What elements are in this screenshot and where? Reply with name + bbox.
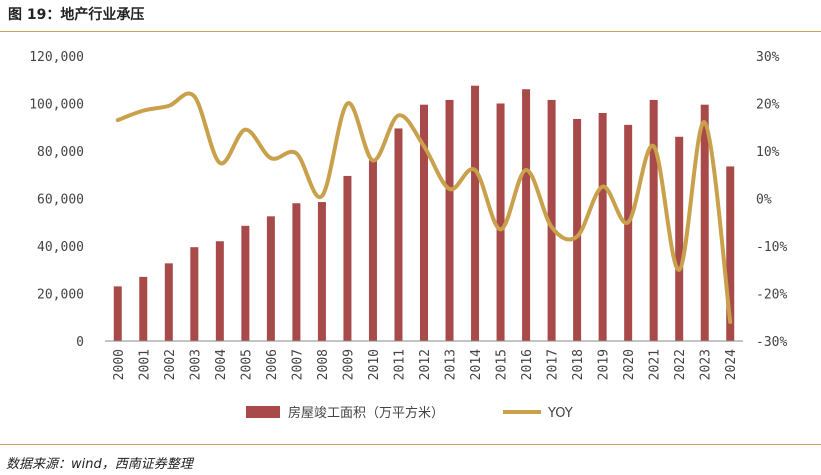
x-tick-label: 2024 <box>724 349 739 380</box>
bar <box>445 99 454 341</box>
right-tick-label: 30% <box>756 50 780 65</box>
x-tick-label: 2022 <box>673 349 688 380</box>
right-axis-ticks: -30% -20% -10% 0% 10% 20% 30% <box>756 50 787 350</box>
bars <box>113 85 735 341</box>
bar <box>726 166 735 341</box>
x-tick-label: 2002 <box>163 349 178 380</box>
bar <box>522 89 531 341</box>
x-tick-label: 2001 <box>137 349 152 380</box>
left-axis-ticks: 0 20,000 40,000 60,000 80,000 100,000 120,000 <box>29 50 84 350</box>
x-tick-label: 2014 <box>469 349 484 380</box>
bar <box>241 225 250 341</box>
right-tick-label: 10% <box>756 145 780 160</box>
x-tick-label: 2005 <box>239 349 254 380</box>
bar <box>700 104 709 341</box>
bar <box>368 160 377 341</box>
x-tick-label: 2009 <box>341 349 356 380</box>
right-tick-label: -10% <box>756 240 787 255</box>
x-tick-label: 2008 <box>316 349 331 380</box>
x-tick-label: 2017 <box>546 349 561 380</box>
bar <box>292 203 301 341</box>
x-tick-label: 2019 <box>597 349 612 380</box>
x-tick-label: 2015 <box>495 349 510 380</box>
x-axis-ticks: 2000 2001 2002 2003 2004 2005 2006 2007 2008 2009… <box>112 349 739 380</box>
left-tick-label: 60,000 <box>37 193 84 208</box>
x-tick-label: 2003 <box>188 349 203 380</box>
legend-bar-swatch <box>246 406 280 418</box>
x-tick-label: 2004 <box>214 349 229 380</box>
left-tick-label: 20,000 <box>37 288 84 303</box>
bar <box>496 103 505 341</box>
left-tick-label: 100,000 <box>29 98 84 113</box>
bar <box>598 113 607 341</box>
x-tick-label: 2013 <box>444 349 459 380</box>
bar <box>113 286 122 341</box>
right-tick-label: -20% <box>756 288 787 303</box>
yoy-line <box>115 91 733 324</box>
x-tick-label: 2020 <box>622 349 637 380</box>
bar <box>394 128 403 341</box>
bar <box>317 202 326 341</box>
bar <box>266 216 275 341</box>
bar <box>190 247 199 341</box>
bar <box>573 118 582 341</box>
bar <box>624 124 633 341</box>
x-tick-label: 2010 <box>367 349 382 380</box>
bar <box>139 276 148 341</box>
bar <box>164 263 173 341</box>
left-tick-label: 80,000 <box>37 145 84 160</box>
x-tick-label: 2012 <box>418 349 433 380</box>
bar <box>471 85 480 341</box>
bar <box>649 99 658 341</box>
x-tick-label: 2011 <box>392 349 407 380</box>
right-tick-label: -30% <box>756 335 787 350</box>
bottom-rule <box>0 444 821 445</box>
bar <box>675 136 684 341</box>
x-tick-label: 2000 <box>112 349 127 380</box>
x-tick-label: 2023 <box>699 349 714 380</box>
right-tick-label: 0% <box>756 193 772 208</box>
left-tick-label: 120,000 <box>29 50 84 65</box>
x-tick-label: 2016 <box>520 349 535 380</box>
bar <box>343 175 352 341</box>
bar <box>420 104 428 341</box>
x-tick-label: 2021 <box>648 349 663 380</box>
figure-title: 图 19：地产行业承压 <box>8 7 145 23</box>
x-tick-label: 2007 <box>290 349 305 380</box>
top-rule <box>0 31 821 32</box>
bar <box>215 241 224 341</box>
bar <box>547 99 556 341</box>
left-tick-label: 40,000 <box>37 240 84 255</box>
source-note: 数据来源：wind，西南证券整理 <box>6 457 193 472</box>
x-tick-label: 2018 <box>571 349 586 380</box>
legend-line-label: YOY <box>547 406 573 421</box>
chart: 020,00040,00060,00080,000100,000120,000 … <box>29 50 787 421</box>
legend-bar-label: 房屋竣工面积（万平方米） <box>288 405 444 421</box>
right-tick-label: 20% <box>756 98 780 113</box>
left-tick-label: 0 <box>76 335 84 350</box>
x-tick-label: 2006 <box>265 349 280 380</box>
legend: 房屋竣工面积（万平方米） YOY <box>246 405 573 421</box>
